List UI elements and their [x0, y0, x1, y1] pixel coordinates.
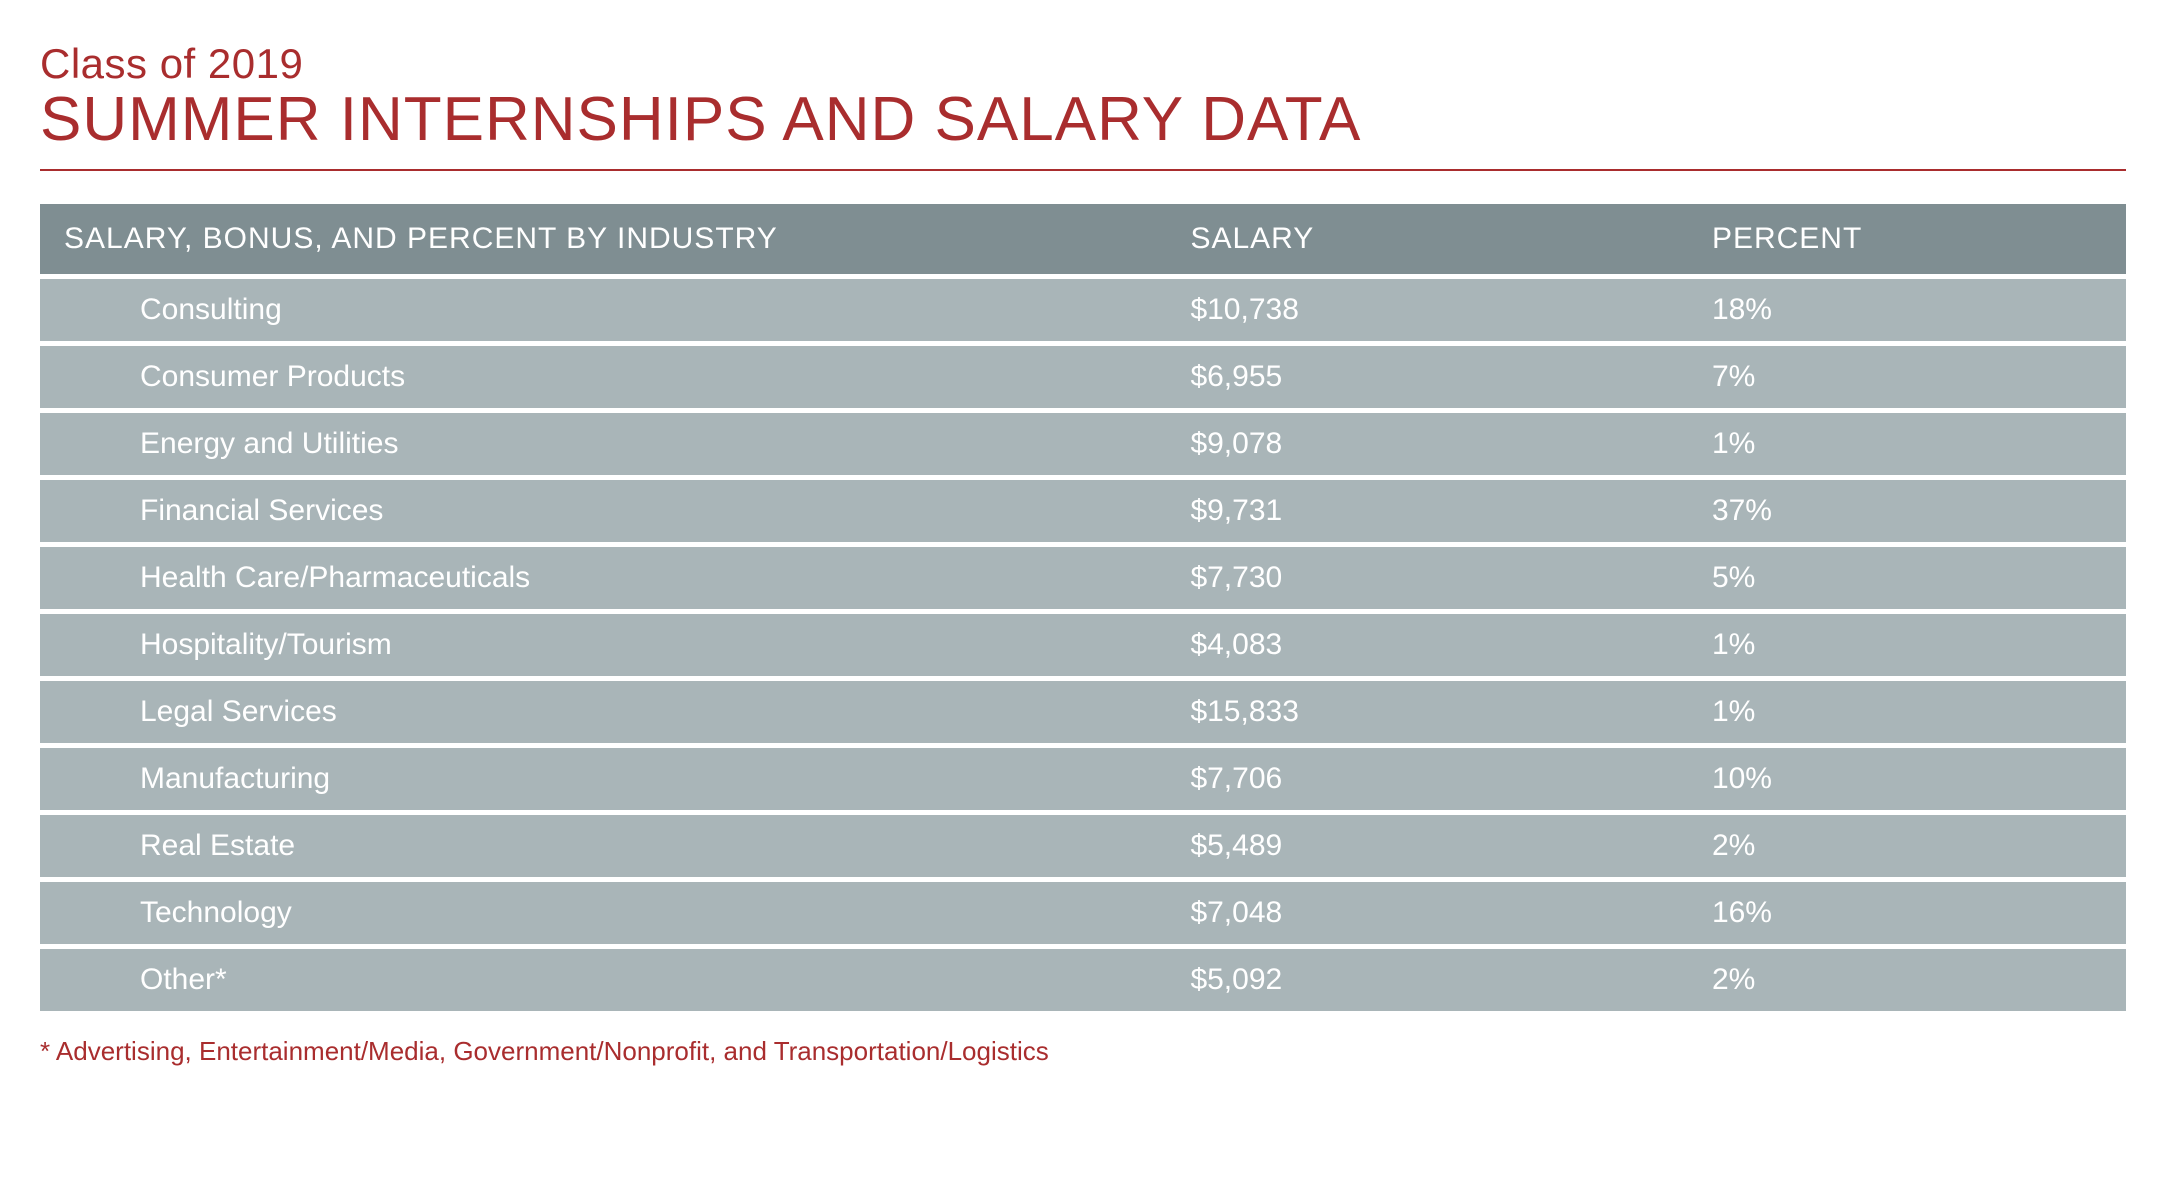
cell-industry: Manufacturing — [40, 748, 1166, 810]
table-row: Health Care/Pharmaceuticals$7,7305% — [40, 547, 2126, 609]
cell-salary: $7,730 — [1166, 547, 1688, 609]
cell-industry: Real Estate — [40, 815, 1166, 877]
cell-percent: 1% — [1688, 681, 2126, 743]
col-header-percent: PERCENT — [1688, 204, 2126, 274]
cell-industry: Consumer Products — [40, 346, 1166, 408]
cell-industry: Technology — [40, 882, 1166, 944]
cell-salary: $10,738 — [1166, 279, 1688, 341]
table-row: Technology$7,04816% — [40, 882, 2126, 944]
cell-salary: $9,078 — [1166, 413, 1688, 475]
cell-percent: 16% — [1688, 882, 2126, 944]
cell-industry: Other* — [40, 949, 1166, 1011]
title-rule — [40, 169, 2126, 171]
cell-percent: 1% — [1688, 413, 2126, 475]
col-header-industry: SALARY, BONUS, AND PERCENT BY INDUSTRY — [40, 204, 1166, 274]
table-row: Legal Services$15,8331% — [40, 681, 2126, 743]
cell-salary: $7,706 — [1166, 748, 1688, 810]
cell-salary: $5,092 — [1166, 949, 1688, 1011]
table-row: Real Estate$5,4892% — [40, 815, 2126, 877]
cell-industry: Consulting — [40, 279, 1166, 341]
footnote: * Advertising, Entertainment/Media, Gove… — [40, 1036, 2126, 1067]
cell-salary: $6,955 — [1166, 346, 1688, 408]
cell-percent: 10% — [1688, 748, 2126, 810]
table-row: Hospitality/Tourism$4,0831% — [40, 614, 2126, 676]
cell-salary: $5,489 — [1166, 815, 1688, 877]
cell-industry: Health Care/Pharmaceuticals — [40, 547, 1166, 609]
cell-percent: 2% — [1688, 815, 2126, 877]
table-row: Energy and Utilities$9,0781% — [40, 413, 2126, 475]
cell-salary: $15,833 — [1166, 681, 1688, 743]
cell-percent: 18% — [1688, 279, 2126, 341]
cell-industry: Hospitality/Tourism — [40, 614, 1166, 676]
cell-percent: 2% — [1688, 949, 2126, 1011]
table-row: Other*$5,0922% — [40, 949, 2126, 1011]
cell-salary: $4,083 — [1166, 614, 1688, 676]
salary-table: SALARY, BONUS, AND PERCENT BY INDUSTRY S… — [40, 199, 2126, 1016]
table-row: Manufacturing$7,70610% — [40, 748, 2126, 810]
col-header-salary: SALARY — [1166, 204, 1688, 274]
page-subtitle: Class of 2019 — [40, 40, 2126, 88]
cell-percent: 5% — [1688, 547, 2126, 609]
cell-salary: $9,731 — [1166, 480, 1688, 542]
cell-percent: 1% — [1688, 614, 2126, 676]
table-row: Consumer Products$6,9557% — [40, 346, 2126, 408]
cell-industry: Energy and Utilities — [40, 413, 1166, 475]
table-row: Financial Services$9,73137% — [40, 480, 2126, 542]
page-title: SUMMER INTERNSHIPS AND SALARY DATA — [40, 84, 2126, 155]
cell-industry: Legal Services — [40, 681, 1166, 743]
cell-industry: Financial Services — [40, 480, 1166, 542]
cell-percent: 7% — [1688, 346, 2126, 408]
table-row: Consulting$10,73818% — [40, 279, 2126, 341]
cell-percent: 37% — [1688, 480, 2126, 542]
cell-salary: $7,048 — [1166, 882, 1688, 944]
table-header-row: SALARY, BONUS, AND PERCENT BY INDUSTRY S… — [40, 204, 2126, 274]
